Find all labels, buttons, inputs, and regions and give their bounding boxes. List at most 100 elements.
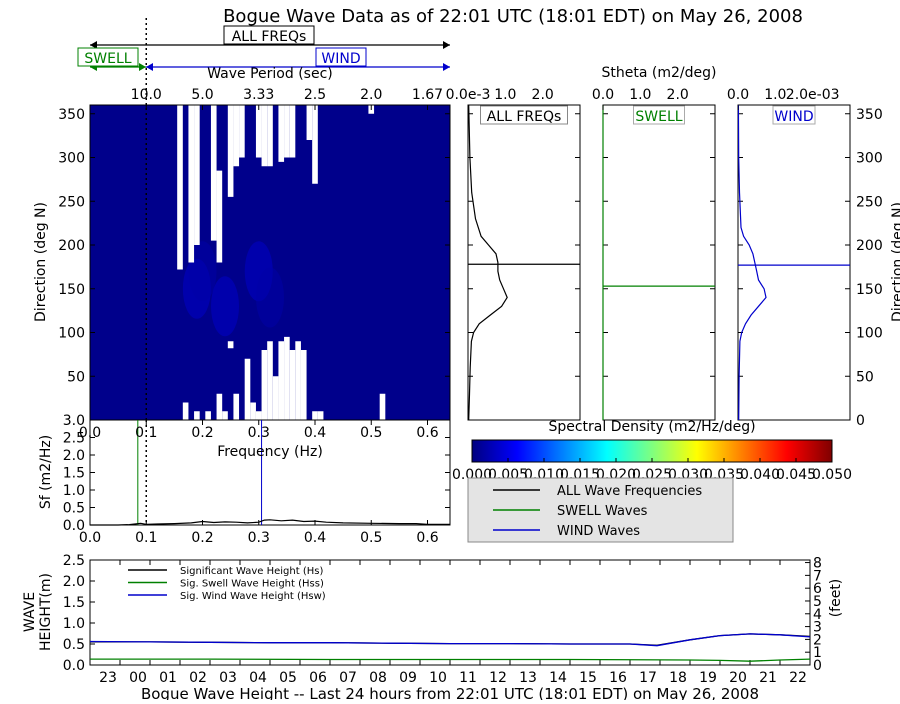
wave-height-y-tick-label: 0.0: [63, 658, 85, 674]
stheta-x-tick-label: 0.0: [592, 87, 614, 103]
stheta-x-tick-label: 2.0e-03: [786, 87, 840, 103]
spectrum-x-tick-label: 0.2: [191, 530, 213, 546]
all-freqs-label-box: [223, 25, 315, 45]
wave-height-x-tick-label: 15: [579, 670, 597, 686]
wave-height-right-tick-label: 0: [813, 658, 822, 674]
stheta-offset-text: 0.0e-3: [446, 87, 491, 103]
heatmap-x-tick-label: 0.1: [135, 425, 157, 441]
heatmap-missing-cell: [284, 105, 290, 158]
heatmap-y-tick-label: 300: [58, 151, 85, 167]
spectra-legend-entry: WIND Waves: [557, 524, 640, 539]
spectrum-frame: [89, 419, 451, 526]
heatmap-missing-cell: [278, 105, 285, 162]
heatmap-top-tick-label: 3.33: [243, 87, 274, 103]
wave-height-x-tick-label: 12: [489, 670, 507, 686]
heatmap-missing-cell: [312, 411, 318, 420]
stheta-x-tick-label: 1.0: [494, 87, 516, 103]
stheta-panel-label: SWELL: [635, 109, 682, 125]
wind-arrow-right: [443, 63, 450, 71]
spectrum-y-tick-label: 1.0: [63, 483, 85, 499]
heatmap-missing-cell: [261, 350, 268, 420]
spectrum-x-tick-label: 0.1: [135, 530, 157, 546]
heatmap-missing-cell: [255, 105, 262, 158]
spectrum-y-tick-label: 0.0: [63, 518, 85, 534]
spectrum-x-tick-label: 0.6: [416, 530, 438, 546]
heatmap-missing-cell: [284, 336, 290, 420]
spectra-legend-entry: ALL Wave Frequencies: [557, 484, 702, 499]
stheta-right-y-tick-label: 150: [856, 282, 883, 298]
stheta-panel-frame: [602, 104, 716, 421]
wave-height-x-tick-label: 09: [399, 670, 417, 686]
stheta-distribution-line: [468, 104, 508, 421]
wave-height-x-tick-label: 03: [219, 670, 237, 686]
stheta-right-y-tick-label: 300: [856, 151, 883, 167]
spectrum-x-tick-label: 0.4: [304, 530, 326, 546]
wave-height-x-tick-label: 00: [129, 670, 147, 686]
wave-height-y-tick-label: 2.5: [63, 553, 85, 569]
stheta-x-tick-label: 2.0: [667, 87, 689, 103]
swell-label-box: [77, 47, 139, 67]
stheta-right-y-tick-label: 350: [856, 107, 883, 123]
stheta-panel-label: ALL FREQs: [487, 109, 562, 125]
wave-height-x-tick-label: 17: [639, 670, 657, 686]
stheta-panel-label-box: [772, 105, 816, 125]
wave-height-x-tick-label: 04: [249, 670, 267, 686]
wave-height-legend-entry: Sig. Swell Wave Height (Hss): [180, 579, 324, 590]
all-freqs-arrow-left: [90, 41, 97, 49]
wave-height-y-tick-label: 1.5: [63, 595, 85, 611]
wave-height-right-tick-label: 7: [813, 568, 822, 584]
wave-height-x-tick-label: 02: [189, 670, 207, 686]
stheta-x-tick-label: 1.0: [629, 87, 651, 103]
wave-height-right-tick-label: 6: [813, 581, 822, 597]
wave-height-y-tick-label: 1.0: [63, 616, 85, 632]
heatmap-missing-cell: [216, 170, 223, 263]
heatmap-missing-cell: [227, 105, 234, 197]
wave-height-x-tick-label: 22: [789, 670, 807, 686]
wave-height-right-tick-label: 5: [813, 594, 822, 610]
heatmap-missing-cell: [233, 105, 240, 167]
heatmap-missing-cell: [244, 358, 251, 420]
wave-height-x-tick-label: 14: [549, 670, 567, 686]
wave-height-right-tick-label: 2: [813, 632, 822, 648]
stheta-right-y-tick-label: 100: [856, 326, 883, 342]
colorbar-label: Spectral Density (m2/Hz/deg): [548, 419, 755, 435]
wave-height-frame: [89, 559, 811, 666]
heatmap-missing-cell: [289, 105, 296, 158]
spectrum-y-tick-label: 2.5: [63, 431, 85, 447]
stheta-right-y-tick-label: 50: [856, 369, 874, 385]
heatmap-missing-cell: [210, 105, 217, 241]
heatmap-missing-cell: [317, 411, 324, 420]
heatmap-missing-cell: [177, 105, 183, 270]
wave-height-x-tick-label: 11: [459, 670, 477, 686]
stheta-panel-label: WIND: [774, 109, 813, 125]
heatmap-energy-cell: [188, 241, 217, 302]
wave-height-right-axis-label: (feet): [828, 579, 844, 618]
spectrum-y-tick-label: 1.5: [63, 466, 85, 482]
wave-height-y-axis-label: HEIGHT(m): [38, 573, 54, 651]
heatmap-missing-cell: [182, 402, 189, 420]
stheta-right-y-tick-label: 200: [856, 238, 883, 254]
wave-height-y-tick-label: 2.0: [63, 574, 85, 590]
stheta-axis-title: Stheta (m2/deg): [602, 65, 717, 81]
wave-height-y-axis-label: WAVE: [22, 592, 38, 632]
stheta-right-y-zero-label: 0: [856, 413, 865, 429]
spectrum-x-tick-label: 0.3: [248, 530, 270, 546]
spectra-legend-entry: SWELL Waves: [557, 504, 648, 519]
heatmap-top-tick-label: 5.0: [191, 87, 213, 103]
heatmap-x-axis-label: Frequency (Hz): [217, 444, 323, 460]
heatmap-energy-cell: [211, 276, 239, 337]
stheta-panel-label-box: [633, 105, 685, 125]
stheta-x-tick-label: 1.0: [764, 87, 786, 103]
heatmap-missing-cell: [300, 350, 307, 420]
wave-height-x-tick-label: 08: [369, 670, 387, 686]
wave-height-x-tick-label: 16: [609, 670, 627, 686]
wave-height-x-tick-label: 07: [339, 670, 357, 686]
wave-height-x-tick-label: 06: [309, 670, 327, 686]
heatmap-y-tick-label: 50: [67, 369, 85, 385]
colorbar-tick-label: 0.045: [776, 467, 816, 483]
heatmap-x-tick-label: 0.0: [79, 425, 101, 441]
wave-height-x-tick-label: 13: [519, 670, 537, 686]
heatmap-missing-cell: [194, 105, 200, 245]
